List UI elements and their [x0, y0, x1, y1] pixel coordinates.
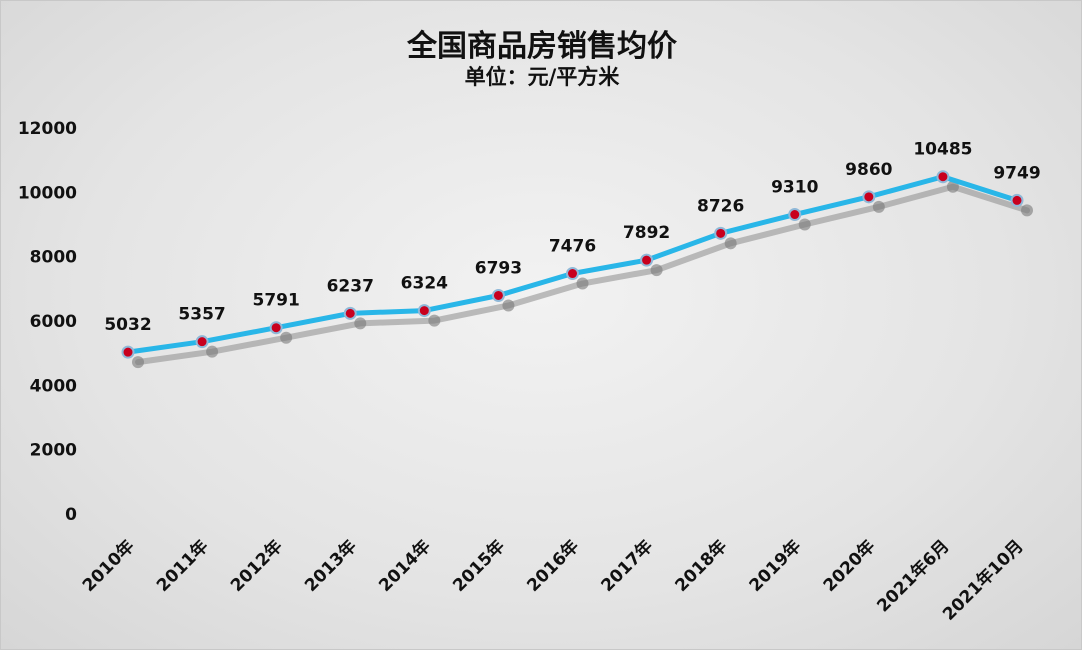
data-point [417, 304, 431, 318]
data-point [936, 170, 950, 184]
data-point [491, 288, 505, 302]
data-point [121, 345, 135, 359]
data-label: 7892 [623, 223, 670, 243]
data-label: 5357 [178, 305, 225, 325]
x-tick-label: 2014年 [375, 536, 435, 596]
x-tick-label: 2012年 [226, 536, 286, 596]
chart-title: 全国商品房销售均价 [407, 29, 677, 64]
y-tick-label: 12000 [18, 119, 77, 139]
data-point-shadow [280, 331, 293, 344]
data-point-shadow [798, 218, 811, 231]
data-point [269, 321, 283, 335]
series-line-shadow [135, 183, 1030, 366]
y-tick-label: 4000 [30, 376, 77, 396]
data-point [195, 335, 209, 349]
data-point-shadow [206, 345, 219, 358]
x-tick-label: 2016年 [523, 536, 583, 596]
data-label: 9860 [845, 160, 892, 180]
data-point-shadow [1021, 204, 1033, 217]
y-tick-label: 6000 [30, 312, 77, 332]
x-tick-label: 2015年 [449, 536, 509, 596]
data-point-shadow [354, 317, 367, 330]
data-point-shadow [502, 299, 515, 312]
data-point [343, 306, 357, 320]
x-tick-label: 2017年 [597, 536, 657, 596]
data-label: 10485 [913, 140, 972, 160]
data-label: 5791 [253, 291, 300, 311]
data-point-shadow [946, 180, 959, 193]
data-point-shadow [872, 200, 885, 213]
data-point [640, 253, 654, 267]
data-point-shadow [650, 264, 663, 277]
x-tick-label: 2020年 [819, 536, 879, 596]
x-tick-label: 2013年 [300, 536, 360, 596]
x-tick-label: 2021年6月 [873, 536, 954, 617]
data-point [566, 267, 579, 281]
x-tick-label: 2018年 [671, 536, 731, 596]
y-tick-label: 2000 [30, 441, 77, 461]
x-tick-label: 2019年 [745, 536, 805, 596]
data-label: 5032 [104, 315, 151, 335]
data-points [121, 170, 1024, 359]
data-label: 6324 [401, 274, 448, 294]
data-point-shadow [132, 356, 144, 369]
y-tick-label: 10000 [18, 183, 77, 203]
data-label: 8726 [697, 196, 744, 216]
x-tick-label: 2010年 [78, 536, 138, 596]
data-point-shadow [428, 314, 441, 327]
chart-subtitle: 单位：元/平方米 [464, 65, 620, 89]
data-label: 9310 [771, 178, 818, 198]
data-point [788, 208, 802, 222]
line-shadow [132, 180, 1033, 369]
data-label: 7476 [549, 237, 596, 257]
x-tick-label: 2011年 [152, 536, 212, 596]
data-label: 6793 [475, 258, 522, 278]
data-point [862, 190, 876, 204]
y-tick-label: 0 [65, 505, 77, 525]
x-axis: 2010年 2011年 2012年 2013年 2014年 2015年 2016年 2017年… [78, 536, 1027, 625]
data-point-shadow [576, 277, 589, 290]
data-point [714, 226, 728, 240]
data-point [1010, 193, 1024, 207]
data-label: 9749 [993, 163, 1040, 183]
data-point-shadow [724, 237, 737, 250]
y-tick-label: 8000 [30, 248, 77, 268]
data-label: 6237 [327, 276, 374, 296]
y-axis: 0 2000 4000 6000 8000 10000 12000 [18, 119, 77, 525]
data-labels: 5032 5357 5791 6237 6324 6793 7476 7892 8726 9310… [104, 140, 1040, 335]
